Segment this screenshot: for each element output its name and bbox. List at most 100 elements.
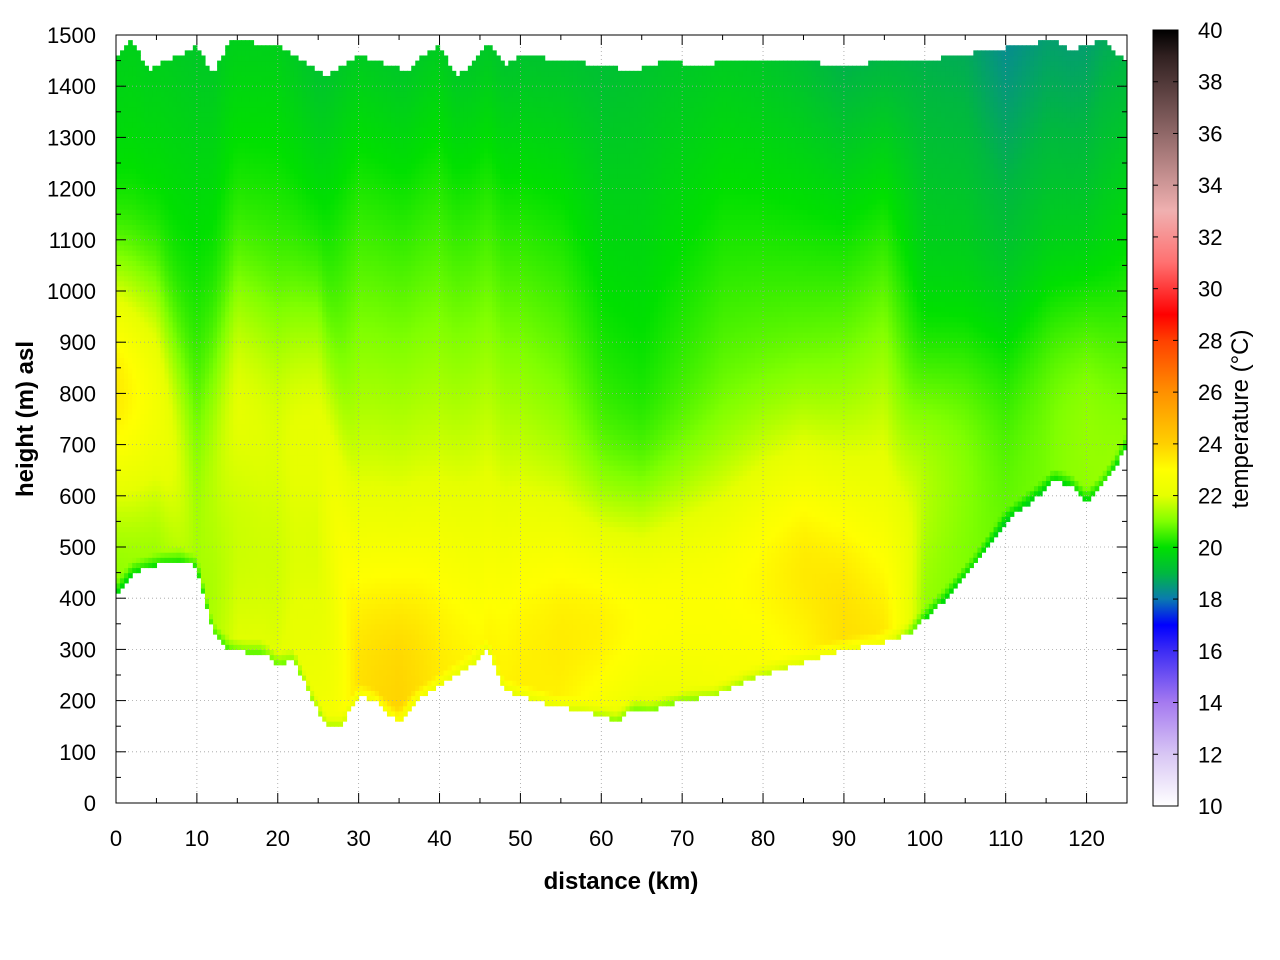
heatmap-cell xyxy=(241,193,246,200)
heatmap-cell xyxy=(285,91,291,98)
heatmap-cell xyxy=(132,219,137,226)
heatmap-cell xyxy=(128,321,133,328)
heatmap-cell xyxy=(156,470,162,476)
heatmap-cell xyxy=(253,55,259,62)
heatmap-cell xyxy=(164,367,170,374)
heatmap-cell xyxy=(144,142,149,149)
heatmap-cell xyxy=(261,552,267,558)
heatmap-cell xyxy=(192,362,198,369)
heatmap-cell xyxy=(124,234,129,241)
heatmap-cell xyxy=(204,465,210,471)
heatmap-cell xyxy=(156,526,162,533)
heatmap-cell xyxy=(265,495,271,502)
heatmap-cell xyxy=(261,572,267,579)
heatmap-cell xyxy=(273,111,279,118)
heatmap-cell xyxy=(180,480,186,487)
heatmap-cell xyxy=(253,229,259,236)
heatmap-cell xyxy=(241,280,246,287)
heatmap-cell xyxy=(269,96,275,103)
heatmap-cell xyxy=(297,408,303,415)
heatmap-cell xyxy=(156,157,162,164)
heatmap-cell xyxy=(140,239,145,246)
heatmap-cell xyxy=(132,321,137,328)
heatmap-cell xyxy=(229,321,234,328)
heatmap-cell xyxy=(184,388,190,394)
heatmap-cell xyxy=(245,132,251,138)
heatmap-cell xyxy=(188,137,194,144)
heatmap-cell xyxy=(225,132,230,138)
heatmap-cell xyxy=(285,598,291,604)
heatmap-cell xyxy=(156,362,162,369)
heatmap-cell xyxy=(184,163,190,169)
heatmap-cell xyxy=(245,255,251,261)
heatmap-cell xyxy=(213,393,218,400)
heatmap-cell xyxy=(293,75,299,82)
heatmap-cell xyxy=(277,495,283,502)
heatmap-cell xyxy=(277,562,283,569)
heatmap-cell xyxy=(277,311,283,318)
heatmap-cell xyxy=(128,372,133,379)
heatmap-cell xyxy=(156,490,162,497)
heatmap-cell xyxy=(225,244,230,251)
heatmap-cell xyxy=(140,244,145,251)
heatmap-cell xyxy=(168,311,174,318)
heatmap-cell xyxy=(297,664,303,671)
heatmap-cell xyxy=(116,178,121,185)
heatmap-cell xyxy=(249,429,255,435)
heatmap-cell xyxy=(273,572,279,579)
heatmap-cell xyxy=(196,280,202,287)
heatmap-cell xyxy=(269,224,275,231)
heatmap-cell xyxy=(196,357,202,364)
heatmap-cell xyxy=(269,495,275,502)
heatmap-cell xyxy=(188,465,194,471)
heatmap-cell xyxy=(265,137,271,144)
heatmap-cell xyxy=(289,449,295,456)
heatmap-cell xyxy=(229,459,234,466)
heatmap-cell xyxy=(152,521,158,528)
heatmap-cell xyxy=(225,357,230,364)
heatmap-cell xyxy=(293,214,299,220)
heatmap-cell xyxy=(209,157,214,164)
heatmap-cell xyxy=(184,157,190,164)
heatmap-cell xyxy=(132,70,137,77)
heatmap-cell xyxy=(221,337,226,343)
heatmap-cell xyxy=(289,260,295,266)
heatmap-cell xyxy=(136,567,141,574)
heatmap-cell xyxy=(277,270,283,277)
heatmap-cell xyxy=(253,250,259,256)
heatmap-cell xyxy=(164,296,170,302)
heatmap-cell xyxy=(237,188,242,195)
heatmap-cell xyxy=(160,331,166,338)
heatmap-cell xyxy=(116,547,121,553)
heatmap-cell xyxy=(213,434,218,441)
heatmap-cell xyxy=(293,244,299,251)
heatmap-cell xyxy=(221,70,226,77)
heatmap-cell xyxy=(148,526,153,533)
heatmap-cell xyxy=(200,147,206,154)
heatmap-cell xyxy=(293,265,299,272)
heatmap-cell xyxy=(116,234,121,241)
heatmap-cell xyxy=(217,152,222,159)
heatmap-cell xyxy=(200,127,206,133)
heatmap-cell xyxy=(293,188,299,195)
heatmap-cell xyxy=(180,96,186,103)
heatmap-cell xyxy=(289,506,295,512)
heatmap-cell xyxy=(281,618,287,625)
heatmap-cell xyxy=(164,106,170,113)
heatmap-cell xyxy=(168,296,174,302)
heatmap-cell xyxy=(124,562,129,569)
heatmap-cell xyxy=(204,106,210,113)
heatmap-cell xyxy=(289,280,295,287)
heatmap-cell xyxy=(140,122,145,128)
heatmap-cell xyxy=(273,301,279,307)
heatmap-cell xyxy=(237,362,242,369)
heatmap-cell xyxy=(253,526,259,533)
heatmap-cell xyxy=(229,291,234,297)
heatmap-cell xyxy=(273,209,279,215)
heatmap-cell xyxy=(217,260,222,266)
heatmap-cell xyxy=(172,250,178,256)
heatmap-cell xyxy=(265,644,271,650)
heatmap-cell xyxy=(281,255,287,261)
heatmap-cell xyxy=(221,270,226,277)
heatmap-cell xyxy=(124,116,129,123)
